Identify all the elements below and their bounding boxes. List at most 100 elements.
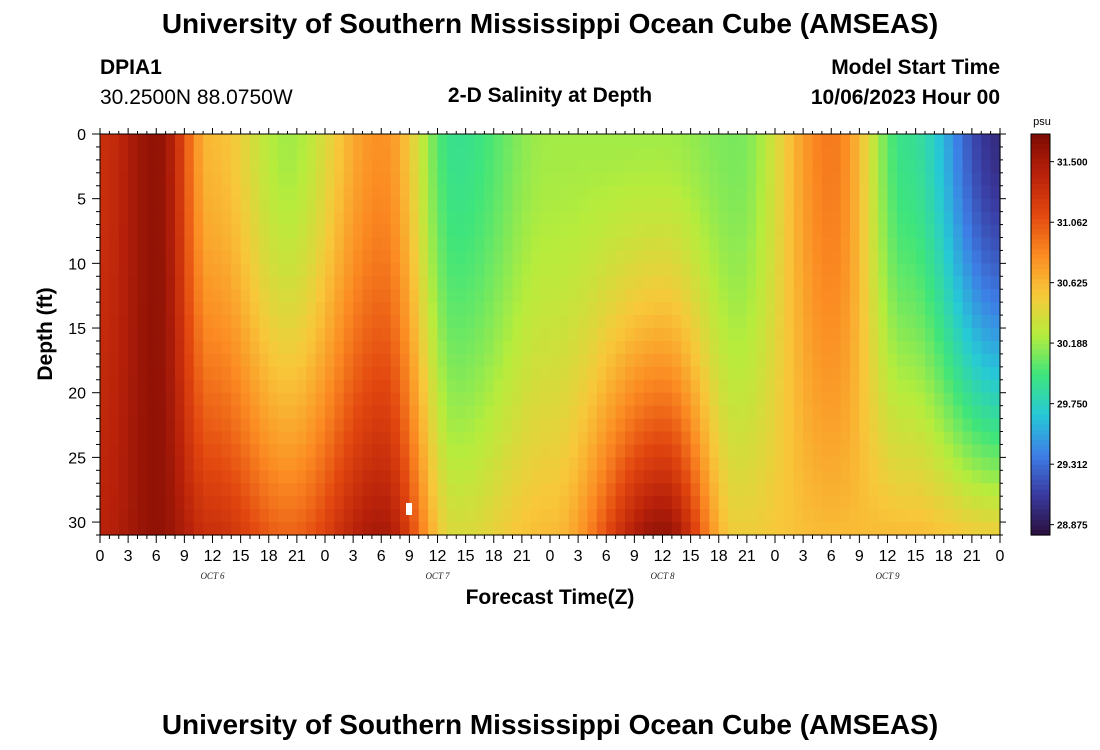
heatmap-cell (193, 302, 204, 316)
heatmap-cell (662, 340, 673, 355)
heatmap-cell (671, 185, 682, 200)
heatmap-cell (765, 431, 776, 446)
heatmap-cell (934, 340, 945, 355)
heatmap-cell (578, 250, 589, 264)
heatmap-cell (325, 185, 335, 200)
heatmap-cell (587, 289, 598, 303)
heatmap-cell (268, 431, 279, 446)
heatmap-cell (662, 328, 673, 342)
heatmap-cell (268, 405, 279, 420)
heatmap-cell (362, 483, 373, 497)
heatmap-cell (456, 159, 467, 174)
heatmap-cell (718, 340, 729, 355)
heatmap-cell (146, 185, 157, 200)
heatmap-cell (156, 431, 167, 446)
heatmap-cell (437, 379, 448, 394)
heatmap-cell (981, 224, 992, 239)
heatmap-cell (943, 483, 954, 497)
heatmap-cell (156, 172, 167, 187)
heatmap-cell (118, 211, 129, 226)
heatmap-cell (793, 483, 804, 497)
heatmap-cell (437, 159, 448, 174)
heatmap-cell (737, 276, 748, 290)
heatmap-cell (709, 302, 720, 316)
heatmap-cell (596, 134, 607, 148)
heatmap-cell (821, 172, 832, 187)
heatmap-cell (437, 431, 448, 446)
heatmap-cell (784, 353, 795, 368)
heatmap-cell (568, 366, 579, 381)
heatmap-cell (371, 509, 382, 523)
heatmap-cell (278, 211, 289, 226)
heatmap-cell (634, 198, 645, 213)
heatmap-cell (362, 470, 373, 484)
heatmap-cell (278, 418, 289, 433)
heatmap-cell (915, 328, 926, 342)
heatmap-cell (878, 146, 889, 161)
heatmap-cell (737, 172, 748, 187)
heatmap-cell (728, 509, 739, 523)
heatmap-cell (568, 328, 579, 342)
heatmap-cell (418, 379, 429, 394)
heatmap-cell (662, 315, 673, 329)
heatmap-cell (700, 405, 710, 420)
heatmap-cell (184, 483, 195, 497)
heatmap-cell (437, 328, 448, 342)
heatmap-cell (503, 185, 514, 200)
heatmap-cell (700, 483, 710, 497)
heatmap-cell (118, 198, 129, 213)
heatmap-cell (540, 457, 551, 471)
heatmap-cell (850, 302, 860, 316)
heatmap-cell (184, 263, 195, 277)
heatmap-cell (484, 431, 495, 446)
heatmap-cell (653, 483, 664, 497)
heatmap-cell (587, 276, 598, 290)
heatmap-cell (146, 496, 157, 510)
heatmap-cell (146, 366, 157, 381)
heatmap-cell (915, 198, 926, 213)
heatmap-cell (700, 237, 710, 252)
heatmap-cell (353, 211, 364, 226)
heatmap-cell (381, 496, 392, 510)
heatmap-cell (250, 457, 260, 471)
heatmap-cell (381, 224, 392, 239)
heatmap-cell (484, 146, 495, 161)
heatmap-cell (437, 146, 448, 161)
heatmap-cell (165, 483, 176, 497)
heatmap-cell (859, 237, 870, 252)
heatmap-cell (718, 457, 729, 471)
heatmap-cell (418, 496, 429, 510)
heatmap-cell (587, 172, 598, 187)
heatmap-cell (559, 509, 570, 523)
heatmap-cell (128, 522, 139, 536)
heatmap-cell (343, 211, 354, 226)
heatmap-cell (596, 509, 607, 523)
heatmap-cell (728, 263, 739, 277)
heatmap-cell (878, 302, 889, 316)
heatmap-cell (690, 302, 701, 316)
heatmap-cell (287, 392, 298, 407)
heatmap-cell (250, 431, 260, 446)
heatmap-cell (793, 509, 804, 523)
heatmap-cell (850, 431, 860, 446)
heatmap-cell (437, 522, 448, 536)
colorbar-tick-label: 29.312 (1057, 460, 1088, 471)
heatmap-cell (100, 276, 110, 290)
heatmap-cell (465, 509, 476, 523)
heatmap-cell (943, 366, 954, 381)
heatmap-cell (175, 146, 185, 161)
heatmap-cell (943, 457, 954, 471)
heatmap-cell (606, 418, 617, 433)
heatmap-cell (878, 444, 889, 458)
heatmap-cell (775, 392, 785, 407)
heatmap-cell (175, 134, 185, 148)
heatmap-cell (465, 444, 476, 458)
heatmap-cell (446, 198, 457, 213)
heatmap-cell (803, 457, 814, 471)
heatmap-cell (878, 340, 889, 355)
heatmap-cell (690, 431, 701, 446)
heatmap-cell (334, 211, 345, 226)
heatmap-cell (456, 211, 467, 226)
heatmap-cell (793, 457, 804, 471)
heatmap-cell (521, 470, 532, 484)
